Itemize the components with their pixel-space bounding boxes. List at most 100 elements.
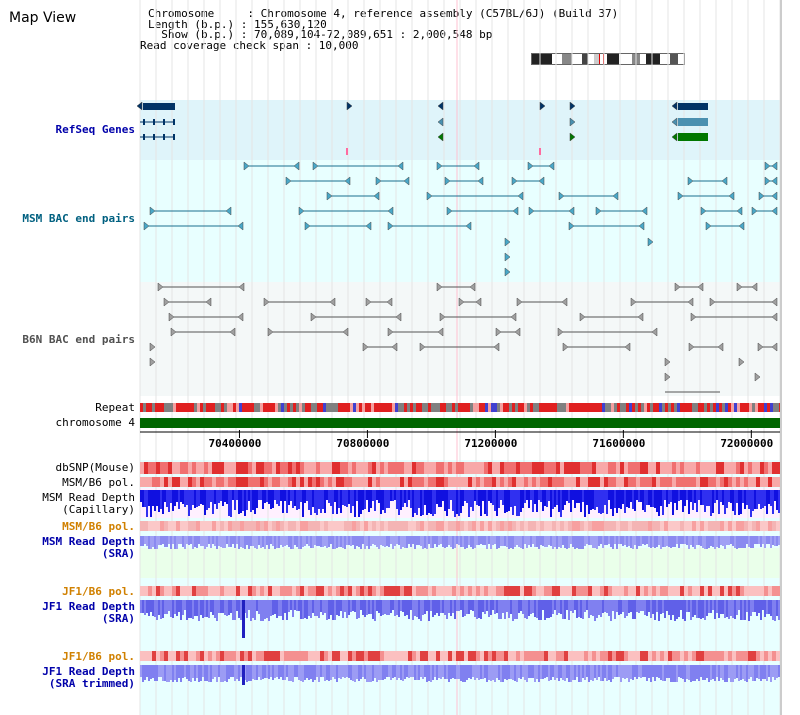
read-depth-bin bbox=[578, 490, 580, 503]
read-depth-bin bbox=[204, 665, 206, 681]
polymorphism-bin bbox=[588, 586, 592, 596]
polymorphism-bin bbox=[752, 651, 756, 661]
read-depth-bin bbox=[322, 665, 324, 677]
polymorphism-bin bbox=[656, 462, 660, 474]
repeat-element bbox=[563, 403, 566, 412]
polymorphism-bin bbox=[688, 521, 692, 531]
read-depth-bin bbox=[476, 536, 478, 545]
polymorphism-bin bbox=[184, 462, 188, 474]
read-depth-bin bbox=[492, 490, 494, 505]
polymorphism-bin bbox=[536, 586, 540, 596]
polymorphism-bin bbox=[216, 651, 220, 661]
polymorphism-bin bbox=[456, 477, 460, 487]
msm-read-depth-sra-label: MSM Read Depth bbox=[42, 535, 135, 548]
repeat-element bbox=[596, 403, 599, 412]
polymorphism-bin bbox=[600, 477, 604, 487]
repeat-element bbox=[590, 403, 593, 412]
read-depth-bin bbox=[716, 536, 718, 547]
polymorphism-bin bbox=[268, 521, 272, 531]
polymorphism-bin bbox=[164, 521, 168, 531]
read-depth-bin bbox=[342, 490, 344, 505]
read-depth-bin bbox=[312, 600, 314, 613]
read-depth-bin bbox=[690, 665, 692, 682]
polymorphism-bin bbox=[456, 521, 460, 531]
polymorphism-bin bbox=[732, 521, 736, 531]
read-depth-bin bbox=[440, 536, 442, 544]
read-depth-bin bbox=[446, 536, 448, 547]
polymorphism-bin bbox=[556, 462, 560, 474]
read-depth-bin bbox=[604, 536, 606, 545]
polymorphism-bin bbox=[748, 477, 752, 487]
polymorphism-bin bbox=[596, 586, 600, 596]
read-depth-bin bbox=[152, 600, 154, 616]
read-depth-bin bbox=[270, 600, 272, 616]
read-depth-bin bbox=[656, 600, 658, 612]
read-depth-bin bbox=[394, 536, 396, 546]
read-depth-bin bbox=[684, 490, 686, 506]
read-depth-bin bbox=[654, 490, 656, 508]
read-depth-bin bbox=[640, 536, 642, 546]
read-depth-bin bbox=[738, 536, 740, 548]
bac-end-marker bbox=[754, 372, 761, 382]
polymorphism-bin bbox=[580, 477, 584, 487]
read-depth-bin bbox=[168, 600, 170, 611]
read-depth-bin bbox=[564, 665, 566, 681]
read-depth-bin bbox=[336, 665, 338, 682]
polymorphism-bin bbox=[488, 521, 492, 531]
polymorphism-bin bbox=[364, 586, 368, 596]
read-depth-bin bbox=[426, 490, 428, 515]
polymorphism-bin bbox=[280, 462, 284, 474]
polymorphism-bin bbox=[184, 586, 188, 596]
read-depth-bin bbox=[434, 490, 436, 514]
read-depth-bin bbox=[182, 665, 184, 678]
polymorphism-bin bbox=[752, 586, 756, 596]
read-depth-bin bbox=[430, 665, 432, 682]
bac-end-marker bbox=[738, 221, 745, 231]
read-depth-bin bbox=[420, 490, 422, 516]
read-depth-bin bbox=[454, 490, 456, 517]
read-depth-bin bbox=[340, 665, 342, 679]
read-depth-bin bbox=[432, 536, 434, 548]
read-depth-bin bbox=[552, 600, 554, 614]
b6n-bac-end-pairs-label[interactable]: B6N BAC end pairs bbox=[22, 333, 135, 346]
polymorphism-bin bbox=[344, 651, 348, 661]
polymorphism-bin bbox=[360, 462, 364, 474]
read-depth-bin bbox=[578, 665, 580, 682]
read-depth-bin bbox=[356, 536, 358, 546]
polymorphism-bin bbox=[672, 477, 676, 487]
polymorphism-bin bbox=[680, 462, 684, 474]
read-depth-bin bbox=[346, 536, 348, 545]
bac-end-marker bbox=[310, 312, 317, 322]
polymorphism-bin bbox=[584, 462, 588, 474]
read-depth-bin bbox=[286, 536, 288, 545]
polymorphism-bin bbox=[192, 477, 196, 487]
polymorphism-bin bbox=[324, 462, 328, 474]
read-depth-bin bbox=[534, 536, 536, 547]
read-depth-bin bbox=[276, 490, 278, 504]
read-depth-bin bbox=[568, 600, 570, 620]
read-depth-bin bbox=[610, 600, 612, 621]
read-depth-bin bbox=[394, 490, 396, 500]
polymorphism-bin bbox=[688, 651, 692, 661]
read-depth-bin bbox=[650, 490, 652, 507]
read-depth-bin bbox=[752, 490, 754, 511]
polymorphism-bin bbox=[460, 462, 464, 474]
read-depth-bin bbox=[498, 665, 500, 680]
read-depth-bin bbox=[324, 490, 326, 513]
read-depth-bin bbox=[492, 665, 494, 680]
read-depth-bin bbox=[272, 665, 274, 680]
polymorphism-bin bbox=[628, 462, 632, 474]
read-depth-bin bbox=[742, 665, 744, 679]
repeat-element bbox=[194, 403, 197, 412]
polymorphism-bin bbox=[436, 586, 440, 596]
polymorphism-bin bbox=[176, 477, 180, 487]
refseq-genes-label[interactable]: RefSeq Genes bbox=[55, 123, 135, 136]
msm-bac-end-pairs-label[interactable]: MSM BAC end pairs bbox=[22, 212, 135, 225]
polymorphism-bin bbox=[700, 586, 704, 596]
repeat-element bbox=[197, 403, 200, 412]
polymorphism-bin bbox=[612, 477, 616, 487]
read-depth-bin bbox=[678, 600, 680, 617]
read-depth-bin bbox=[518, 600, 520, 613]
read-depth-bin bbox=[726, 600, 728, 617]
